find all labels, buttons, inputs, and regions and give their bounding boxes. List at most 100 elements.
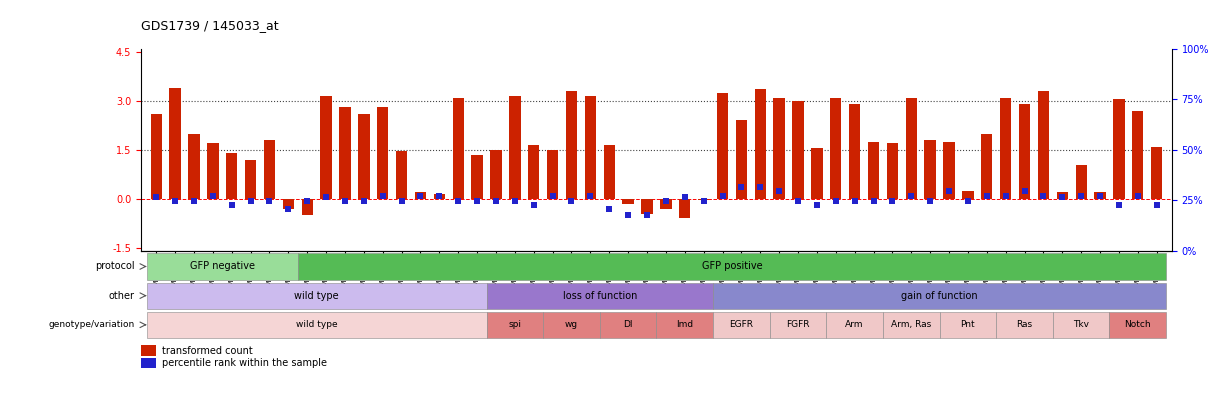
Point — [807, 202, 827, 209]
Text: Pnt: Pnt — [961, 320, 975, 329]
Bar — [1000, 98, 1011, 199]
Bar — [1038, 91, 1049, 199]
Bar — [982, 134, 993, 199]
Bar — [453, 98, 464, 199]
Bar — [811, 148, 822, 199]
Bar — [226, 153, 237, 199]
Point — [260, 198, 280, 205]
Point — [713, 192, 733, 199]
Bar — [944, 142, 955, 199]
Text: Notch: Notch — [1124, 320, 1151, 329]
Point — [637, 212, 656, 218]
Bar — [736, 120, 747, 199]
Point — [693, 198, 713, 205]
Point — [1053, 193, 1072, 200]
Bar — [302, 199, 313, 215]
Bar — [940, 312, 996, 338]
Bar — [547, 150, 558, 199]
Text: GFP positive: GFP positive — [702, 262, 762, 271]
Point — [977, 192, 996, 199]
Text: spi: spi — [508, 320, 521, 329]
Point — [448, 198, 467, 205]
Bar — [188, 134, 200, 199]
Text: protocol: protocol — [96, 262, 135, 271]
Bar — [151, 114, 162, 199]
Point — [317, 193, 336, 200]
Point — [184, 198, 204, 205]
Bar — [642, 199, 653, 213]
Point — [355, 198, 374, 205]
Point — [1109, 202, 1129, 209]
Bar — [147, 254, 298, 279]
Bar — [358, 114, 369, 199]
Bar — [717, 93, 728, 199]
Bar — [924, 140, 936, 199]
Point — [542, 192, 562, 199]
Point — [656, 198, 676, 205]
Point — [826, 198, 845, 205]
Point — [506, 198, 525, 205]
Point — [166, 198, 185, 205]
Point — [882, 198, 902, 205]
Bar — [491, 150, 502, 199]
Bar — [1056, 192, 1067, 199]
Text: transformed count: transformed count — [162, 345, 253, 356]
Bar — [600, 312, 656, 338]
Point — [769, 188, 789, 194]
Text: Arm, Ras: Arm, Ras — [891, 320, 931, 329]
Bar — [340, 107, 351, 199]
Point — [411, 192, 431, 199]
Text: Ras: Ras — [1016, 320, 1033, 329]
Bar — [1053, 312, 1109, 338]
Bar — [566, 91, 577, 199]
Text: loss of function: loss of function — [563, 291, 637, 301]
Bar — [698, 199, 709, 200]
Text: Dl: Dl — [623, 320, 633, 329]
Bar — [622, 199, 634, 204]
Bar — [207, 143, 218, 199]
Bar — [147, 283, 487, 309]
Bar — [282, 199, 294, 209]
Point — [618, 212, 638, 218]
Text: GDS1739 / 145033_at: GDS1739 / 145033_at — [141, 19, 279, 32]
Point — [486, 198, 506, 205]
Point — [751, 184, 771, 191]
Bar — [883, 312, 940, 338]
Bar — [887, 143, 898, 199]
Point — [1091, 192, 1110, 199]
Bar — [769, 312, 826, 338]
Bar — [396, 151, 407, 199]
Point — [1071, 192, 1091, 199]
Bar — [793, 101, 804, 199]
Bar — [755, 90, 766, 199]
Point — [297, 198, 317, 205]
Point — [467, 198, 487, 205]
Text: FGFR: FGFR — [787, 320, 810, 329]
Point — [600, 205, 620, 212]
Point — [902, 192, 921, 199]
Point — [1147, 202, 1167, 209]
Point — [146, 193, 166, 200]
Bar — [509, 96, 520, 199]
Bar — [713, 312, 769, 338]
Point — [279, 205, 298, 212]
Point — [524, 202, 544, 209]
Bar — [1018, 104, 1031, 199]
Point — [1033, 192, 1053, 199]
Bar — [660, 199, 671, 209]
Text: wg: wg — [564, 320, 578, 329]
Text: Tkv: Tkv — [1074, 320, 1090, 329]
Bar — [320, 96, 331, 199]
Text: genotype/variation: genotype/variation — [49, 320, 135, 329]
Point — [731, 184, 751, 191]
Bar — [1151, 147, 1162, 199]
Bar — [544, 312, 600, 338]
Bar — [826, 312, 883, 338]
Point — [562, 198, 582, 205]
Bar — [1113, 99, 1125, 199]
Text: wild type: wild type — [296, 320, 337, 329]
Bar — [679, 199, 691, 218]
Bar — [773, 98, 785, 199]
Point — [335, 198, 355, 205]
Bar — [245, 160, 256, 199]
